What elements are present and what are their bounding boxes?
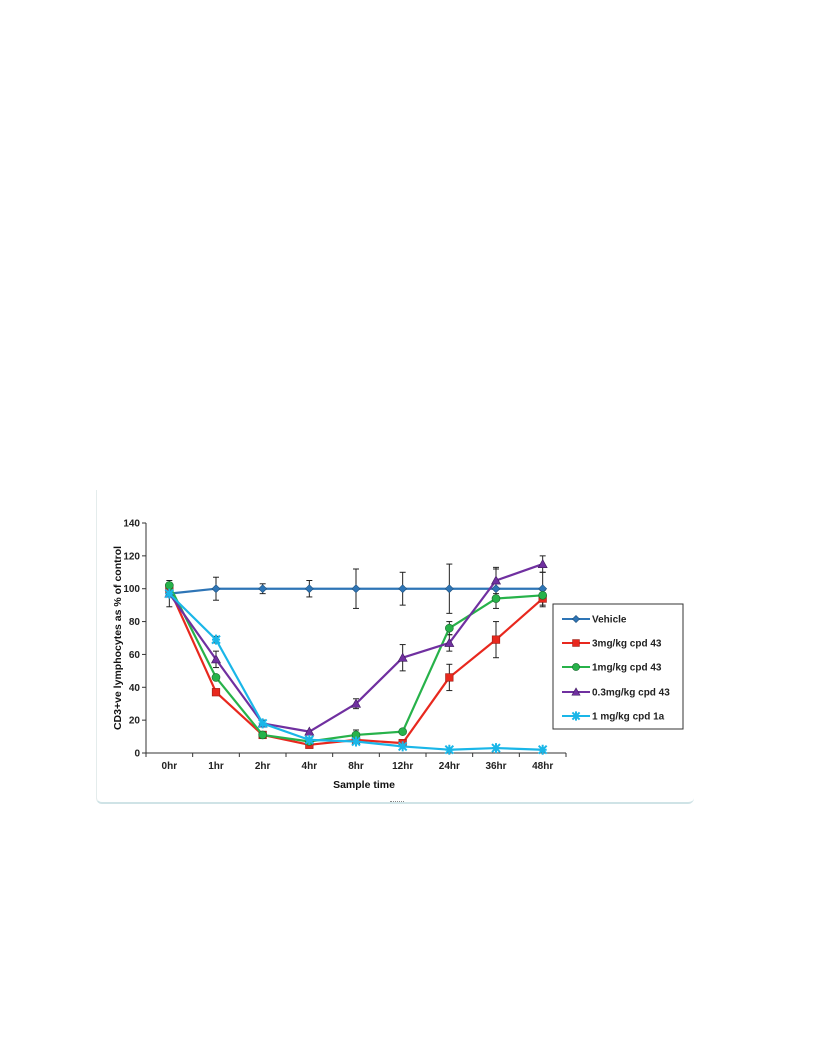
data-point [571, 711, 581, 721]
legend-label: 1 mg/kg cpd 1a [592, 712, 665, 723]
legend: Vehicle 3mg/kg cpd 43 1mg/kg cpd 43 0.3mg/k… [552, 603, 684, 730]
y-tick-label: 60 [129, 650, 141, 661]
y-tick-label: 100 [123, 584, 140, 595]
data-point [491, 743, 501, 754]
data-point [571, 687, 581, 696]
y-tick-label: 80 [129, 617, 141, 628]
data-point [445, 623, 454, 633]
data-point [257, 718, 268, 729]
y-tick-label: 0 [134, 749, 140, 760]
figure-panel [96, 490, 694, 804]
data-point [537, 558, 548, 568]
y-axis-title: CD3+ve lymphocytes as % of control [112, 546, 124, 730]
x-tick-label: 36hr [485, 761, 506, 772]
legend-label: Vehicle [592, 615, 627, 626]
y-tick-label: 120 [123, 551, 140, 562]
data-point [571, 614, 581, 624]
data-point [491, 594, 501, 603]
data-point [491, 635, 501, 644]
data-point [537, 744, 548, 755]
x-tick-label: 48hr [532, 761, 553, 772]
data-point [398, 584, 408, 594]
series-5 [164, 588, 548, 755]
x-tick-label: 1hr [208, 761, 224, 772]
legend-label: 0.3mg/kg cpd 43 [592, 688, 670, 699]
data-point [444, 744, 455, 755]
data-point [211, 673, 221, 682]
legend-label: 3mg/kg cpd 43 [592, 639, 662, 650]
data-point [164, 588, 175, 599]
data-point [350, 698, 362, 708]
data-point [572, 639, 580, 647]
x-tick-label: 4hr [302, 761, 318, 772]
series-line [168, 588, 544, 746]
series-lines [164, 558, 548, 755]
data-point [165, 581, 174, 590]
x-axis-title: Sample time [333, 779, 395, 791]
data-point [491, 584, 501, 594]
y-tick-label: 40 [129, 683, 141, 694]
error-bars [166, 555, 546, 741]
x-tick-label: 0hr [162, 761, 178, 772]
x-tick-label: 24hr [439, 761, 460, 772]
data-point [398, 727, 407, 736]
series-1 [164, 584, 548, 599]
data-point [351, 736, 361, 747]
data-point [397, 741, 408, 752]
x-tick-label: 2hr [255, 761, 271, 772]
legend-item: Vehicle [562, 615, 627, 626]
legend-item: 1 mg/kg cpd 1a [562, 711, 665, 723]
x-tick-label: 12hr [392, 761, 413, 772]
legend-item: 3mg/kg cpd 43 [562, 639, 662, 650]
y-tick-label: 140 [123, 519, 140, 530]
axes: 0 20 40 60 80 100 120 140 0hr 1hr 2hr 4hr 8hr 12hr 24h… [123, 519, 567, 772]
data-point [211, 634, 221, 645]
y-tick-label: 20 [129, 716, 141, 727]
data-point [490, 575, 502, 585]
figure-panel-mark [390, 801, 404, 804]
data-point [258, 730, 267, 740]
legend-item: 0.3mg/kg cpd 43 [562, 687, 670, 699]
data-point [351, 584, 361, 594]
data-point [304, 584, 314, 594]
data-point [444, 637, 455, 647]
data-point [397, 652, 408, 662]
data-point [444, 584, 454, 594]
data-point [572, 663, 580, 671]
data-point [445, 673, 454, 682]
x-tick-label: 8hr [348, 761, 364, 772]
data-point [258, 584, 268, 594]
data-point [538, 590, 547, 600]
data-point [211, 584, 221, 594]
legend-item: 1mg/kg cpd 43 [562, 663, 662, 674]
data-point [211, 688, 221, 697]
data-point [304, 734, 315, 745]
legend-label: 1mg/kg cpd 43 [592, 663, 662, 674]
data-point [210, 654, 222, 664]
